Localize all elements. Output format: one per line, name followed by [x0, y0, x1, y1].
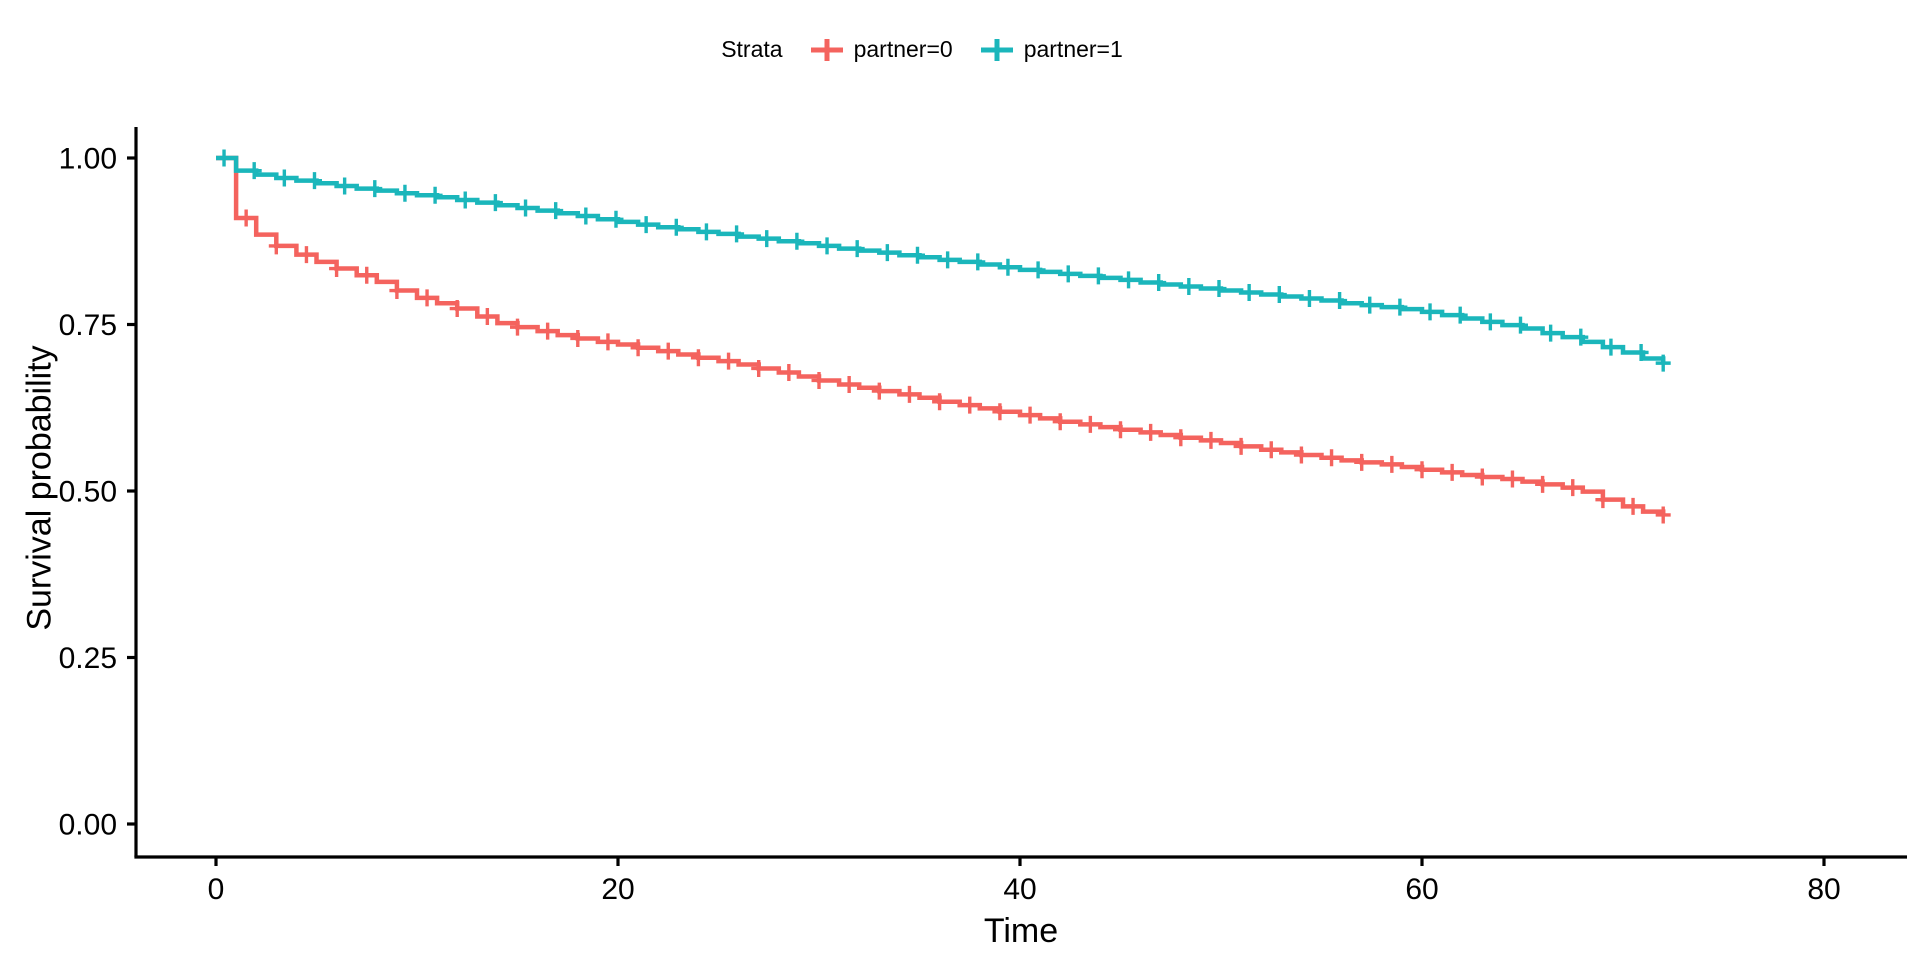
censor-marks-partner-0 [238, 209, 1671, 524]
x-tick-label: 60 [1405, 873, 1438, 906]
y-tick-label: 0.00 [59, 809, 117, 842]
x-tick-label: 20 [601, 873, 634, 906]
plus-key-icon-partner-1 [980, 38, 1013, 61]
y-tick-label: 0.75 [59, 309, 117, 342]
plus-key-icon-partner-0 [810, 38, 843, 61]
legend-title: Strata [721, 36, 783, 62]
x-tick-label: 0 [208, 873, 225, 906]
legend-item-label: partner=1 [1023, 36, 1123, 62]
y-tick-label: 1.00 [59, 143, 117, 176]
legend: Strata partner=0 partner=1 [0, 36, 1882, 63]
x-tick-label: 40 [1003, 873, 1036, 906]
y-tick-label: 0.25 [59, 642, 117, 675]
censor-marks-partner-1 [216, 149, 1671, 372]
legend-item-partner-1: partner=1 [979, 36, 1123, 63]
x-axis-title: Time [983, 912, 1059, 950]
x-tick-label: 80 [1807, 873, 1840, 906]
survival-curve-partner-1 [216, 155, 1666, 364]
survival-curve-partner-0 [216, 155, 1666, 515]
legend-item-partner-0: partner=0 [809, 36, 953, 63]
y-tick-label: 0.50 [59, 476, 117, 509]
legend-item-label: partner=0 [853, 36, 953, 62]
